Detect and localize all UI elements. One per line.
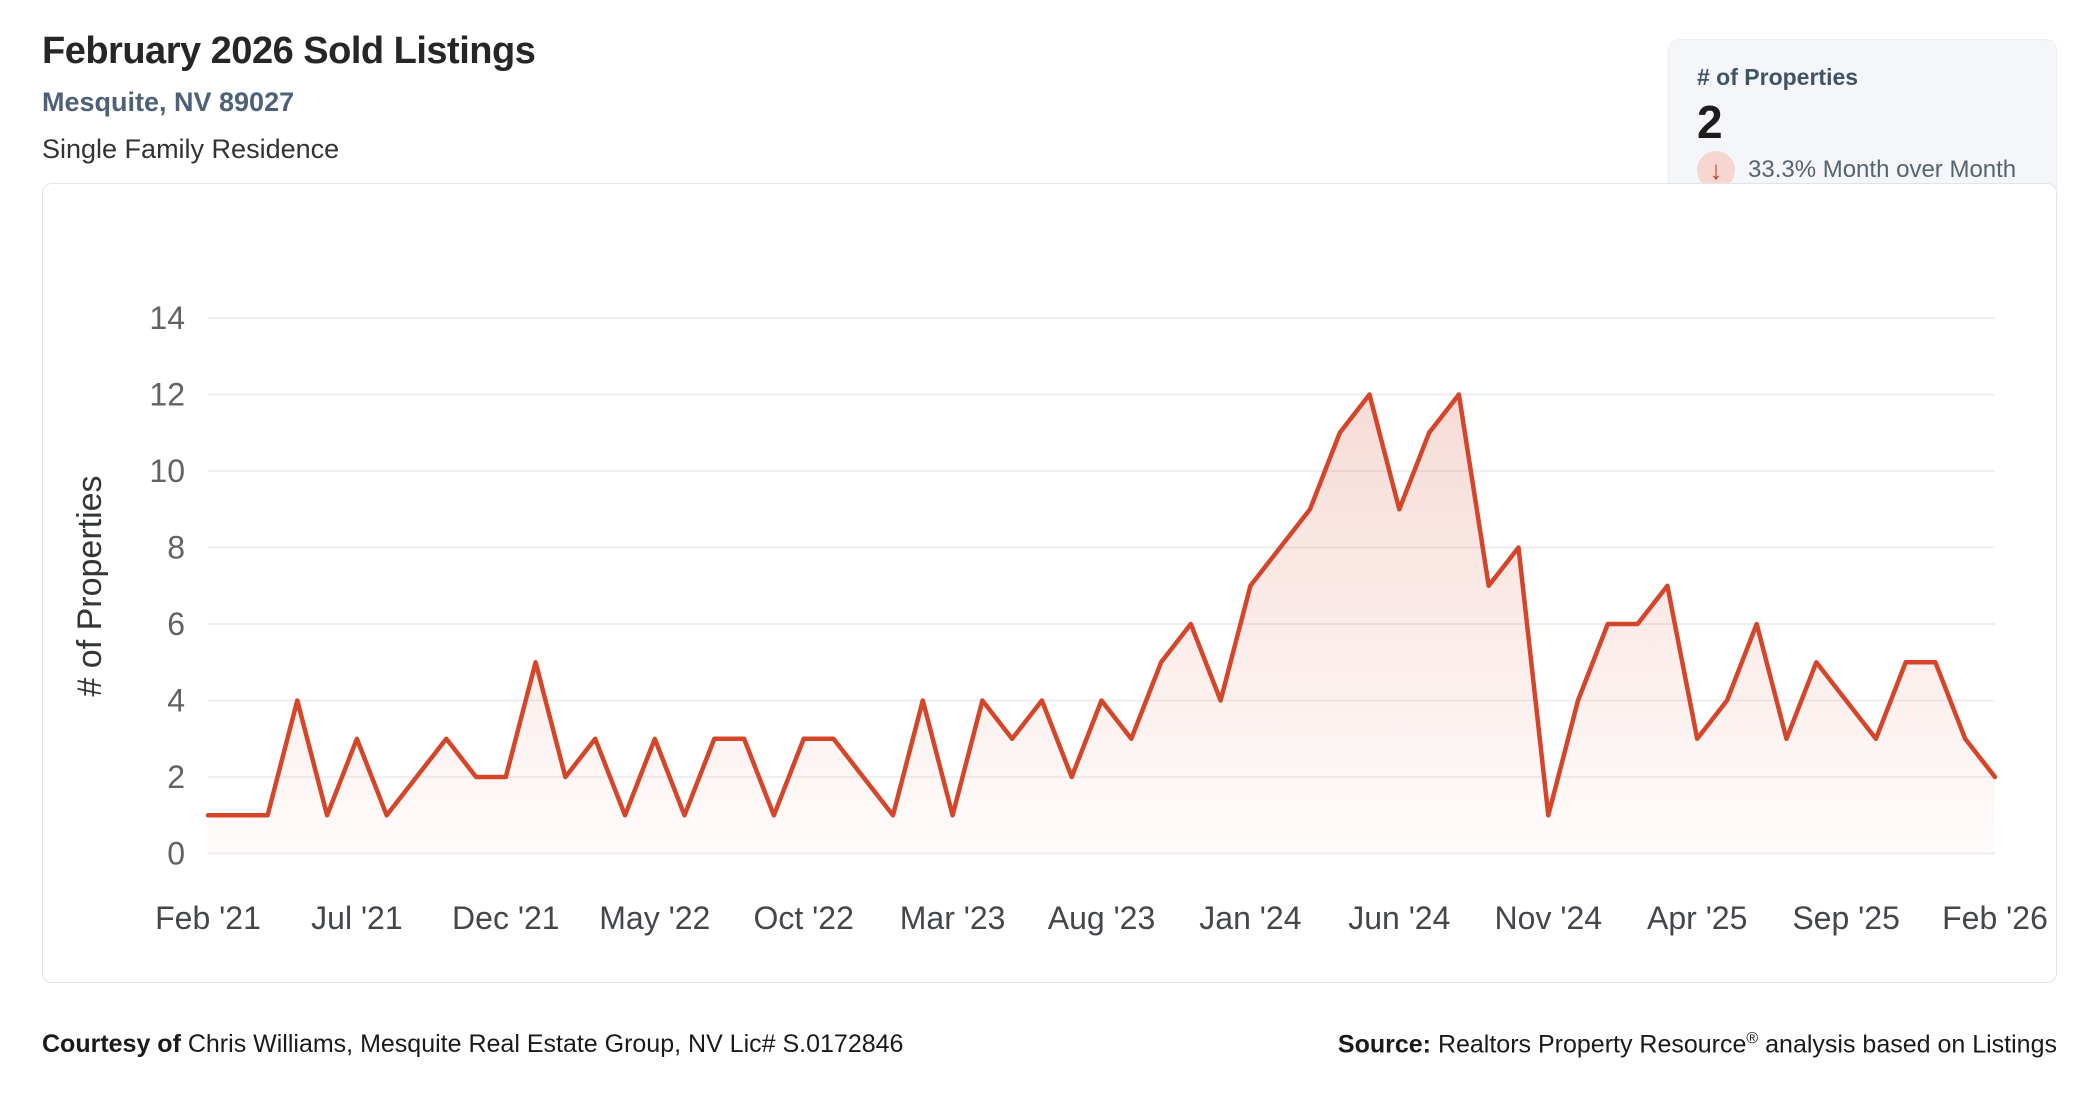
properties-stat-card: # of Properties 2 ↓ 33.3% Month over Mon…	[1668, 39, 2057, 207]
stat-value: 2	[1697, 96, 1723, 148]
source-prefix: Source:	[1337, 1030, 1431, 1059]
x-tick-label: Dec '21	[452, 900, 560, 936]
courtesy-rest: Chris Williams, Mesquite Real Estate Gro…	[180, 1030, 904, 1058]
courtesy-prefix: Courtesy of	[42, 1030, 181, 1058]
y-tick-label: 14	[149, 300, 185, 336]
x-tick-label: May '22	[599, 900, 710, 936]
x-tick-label: Jul '21	[311, 900, 403, 936]
y-tick-label: 4	[167, 683, 185, 719]
x-tick-label: Jan '24	[1199, 900, 1301, 936]
trend-indicator: ↓ 33.3% Month over Month	[1697, 151, 2028, 189]
y-tick-label: 12	[149, 377, 185, 413]
x-tick-label: Apr '25	[1647, 900, 1747, 936]
x-tick-label: Oct '22	[754, 900, 854, 936]
y-tick-label: 10	[149, 453, 185, 489]
y-axis-title: # of Properties	[71, 475, 109, 696]
trend-circle: ↓	[1697, 151, 1735, 189]
registered-mark: ®	[1746, 1030, 1759, 1047]
source-before-reg: Realtors Property Resource	[1431, 1030, 1747, 1059]
source-after-reg: analysis based on Listings	[1758, 1030, 2057, 1059]
x-tick-label: Nov '24	[1495, 900, 1603, 936]
courtesy-text: Courtesy of Chris Williams, Mesquite Rea…	[42, 1030, 903, 1059]
source-text: Source: Realtors Property Resource® anal…	[1338, 1030, 2057, 1059]
y-tick-label: 2	[167, 759, 185, 795]
sold-listings-chart-svg[interactable]: 0 2 4 6 8 10 12 14 Feb '21 Jul '21 Dec '21 May '22 O…	[43, 184, 2058, 984]
arrow-down-icon: ↓	[1709, 155, 1723, 185]
report-footer: Courtesy of Chris Williams, Mesquite Rea…	[42, 1030, 2057, 1059]
x-tick-label: Feb '21	[155, 900, 261, 936]
y-tick-label: 8	[167, 530, 185, 566]
location-subtitle: Mesquite, NV 89027	[42, 87, 295, 117]
property-type-label: Single Family Residence	[42, 134, 340, 164]
trend-text: 33.3% Month over Month	[1748, 156, 2017, 183]
y-tick-label: 6	[167, 606, 185, 642]
y-tick-label: 0	[167, 836, 185, 872]
page-title: February 2026 Sold Listings	[42, 30, 536, 72]
x-tick-label: Feb '26	[1942, 900, 2048, 936]
chart-line	[205, 392, 1998, 818]
report-header: February 2026 Sold Listings Mesquite, NV…	[42, 30, 536, 165]
x-tick-label: Mar '23	[900, 900, 1006, 936]
x-tick-label: Jun '24	[1348, 900, 1450, 936]
stat-label: # of Properties	[1697, 64, 1859, 90]
sold-listings-chart[interactable]: 0 2 4 6 8 10 12 14 Feb '21 Jul '21 Dec '21 May '22 O…	[42, 183, 2057, 983]
x-tick-label: Sep '25	[1792, 900, 1900, 936]
x-tick-label: Aug '23	[1048, 900, 1156, 936]
